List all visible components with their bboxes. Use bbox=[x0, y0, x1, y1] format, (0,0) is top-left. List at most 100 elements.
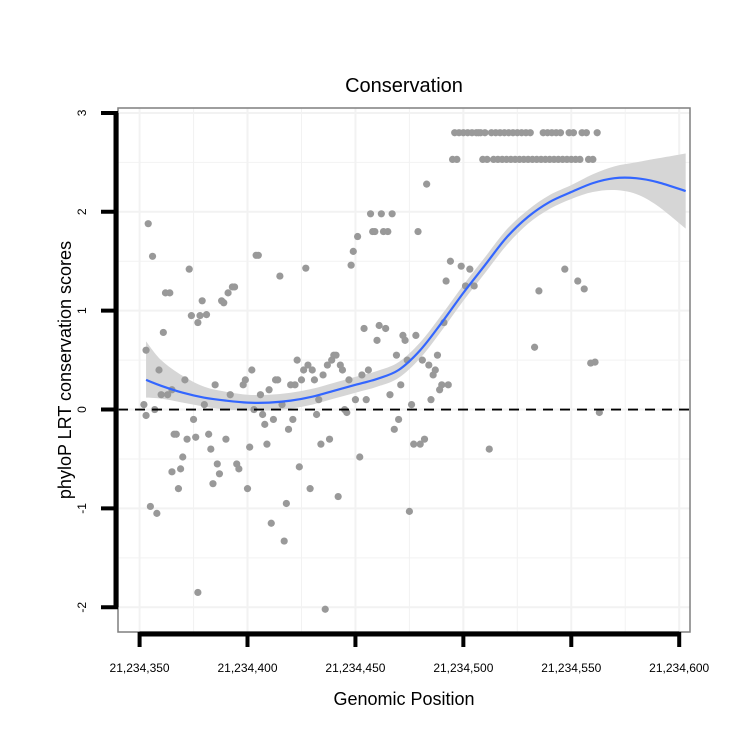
data-point bbox=[254, 251, 262, 259]
data-point bbox=[425, 361, 433, 369]
data-point bbox=[211, 381, 219, 389]
data-point bbox=[317, 440, 325, 448]
data-point bbox=[291, 381, 299, 389]
data-point bbox=[334, 492, 342, 501]
data-point bbox=[431, 366, 439, 374]
data-point bbox=[353, 232, 362, 241]
data-point bbox=[207, 445, 215, 453]
data-point bbox=[485, 445, 493, 453]
data-point bbox=[295, 463, 303, 471]
data-point bbox=[220, 299, 228, 307]
smooth-line-group bbox=[145, 176, 687, 404]
data-point bbox=[200, 401, 208, 409]
data-point bbox=[297, 376, 306, 384]
data-point bbox=[345, 376, 353, 384]
data-point bbox=[172, 430, 180, 438]
data-point bbox=[582, 129, 590, 137]
data-point bbox=[142, 346, 150, 354]
data-point bbox=[535, 287, 543, 295]
data-point bbox=[444, 381, 452, 389]
data-point bbox=[164, 391, 172, 399]
data-point bbox=[420, 435, 429, 443]
data-point bbox=[388, 210, 396, 218]
data-point bbox=[166, 289, 174, 297]
data-point bbox=[205, 430, 213, 438]
data-point bbox=[386, 391, 394, 399]
data-point bbox=[226, 391, 234, 399]
x-tick-label: 21,234,550 bbox=[541, 661, 601, 675]
data-point bbox=[256, 391, 265, 399]
confidence-band bbox=[146, 153, 686, 411]
data-point bbox=[366, 210, 375, 218]
y-axis: -2 -1 0 1 2 3 bbox=[75, 109, 119, 613]
data-point bbox=[343, 408, 351, 417]
data-point bbox=[589, 155, 597, 164]
data-point bbox=[189, 415, 198, 424]
y-tick-label: 3 bbox=[75, 109, 89, 116]
x-tick-label: 21,234,400 bbox=[217, 661, 277, 675]
data-point bbox=[569, 129, 578, 137]
data-point bbox=[364, 366, 372, 374]
data-point bbox=[259, 410, 267, 419]
data-point bbox=[168, 468, 176, 476]
data-point bbox=[269, 415, 278, 424]
data-point bbox=[177, 465, 185, 473]
y-tick-label: -1 bbox=[75, 503, 89, 514]
y-tick-label: 0 bbox=[75, 406, 89, 413]
data-point bbox=[561, 265, 569, 273]
smooth-line bbox=[145, 176, 687, 404]
data-point bbox=[261, 420, 269, 428]
x-tick-label: 21,234,350 bbox=[110, 661, 170, 675]
data-point bbox=[591, 358, 599, 366]
data-point bbox=[140, 401, 148, 409]
x-tick-label: 21,234,450 bbox=[325, 661, 385, 675]
data-point bbox=[196, 312, 204, 320]
data-point bbox=[377, 210, 385, 218]
data-point bbox=[412, 331, 420, 339]
data-point bbox=[194, 318, 202, 327]
data-point bbox=[347, 261, 355, 269]
data-point bbox=[321, 605, 329, 613]
data-point bbox=[530, 343, 539, 351]
data-point bbox=[323, 361, 331, 369]
data-point bbox=[319, 371, 327, 379]
data-point bbox=[325, 435, 334, 443]
data-point bbox=[410, 440, 418, 448]
data-point bbox=[395, 415, 403, 424]
data-point bbox=[405, 507, 413, 515]
data-point bbox=[349, 247, 357, 255]
data-point bbox=[526, 129, 534, 137]
data-point bbox=[306, 485, 314, 493]
data-point bbox=[304, 361, 312, 369]
data-point bbox=[146, 502, 154, 511]
data-point bbox=[241, 376, 249, 384]
data-points bbox=[140, 129, 603, 613]
data-point bbox=[183, 435, 191, 443]
y-axis-title: phyloP LRT conservation scores bbox=[55, 241, 75, 499]
data-point bbox=[384, 227, 392, 236]
data-point bbox=[265, 386, 273, 394]
data-point bbox=[155, 366, 163, 374]
data-point bbox=[392, 351, 401, 359]
data-point bbox=[457, 262, 465, 270]
data-point bbox=[362, 396, 370, 404]
data-point bbox=[315, 396, 323, 404]
data-point bbox=[202, 311, 211, 319]
data-point bbox=[224, 289, 232, 297]
data-point bbox=[556, 129, 565, 137]
data-point bbox=[375, 321, 383, 330]
x-axis-title: Genomic Position bbox=[333, 689, 474, 709]
data-point bbox=[302, 264, 310, 272]
data-point bbox=[144, 220, 152, 228]
data-point bbox=[466, 265, 474, 273]
data-point bbox=[280, 537, 288, 545]
data-point bbox=[179, 453, 187, 461]
x-axis: 21,234,350 21,234,400 21,234,450 21,234,500… bbox=[110, 631, 710, 675]
data-point bbox=[351, 396, 360, 404]
data-point bbox=[174, 485, 183, 493]
data-point bbox=[407, 401, 416, 409]
data-point bbox=[187, 312, 195, 320]
y-tick-label: 2 bbox=[75, 208, 89, 215]
data-point bbox=[284, 425, 293, 433]
